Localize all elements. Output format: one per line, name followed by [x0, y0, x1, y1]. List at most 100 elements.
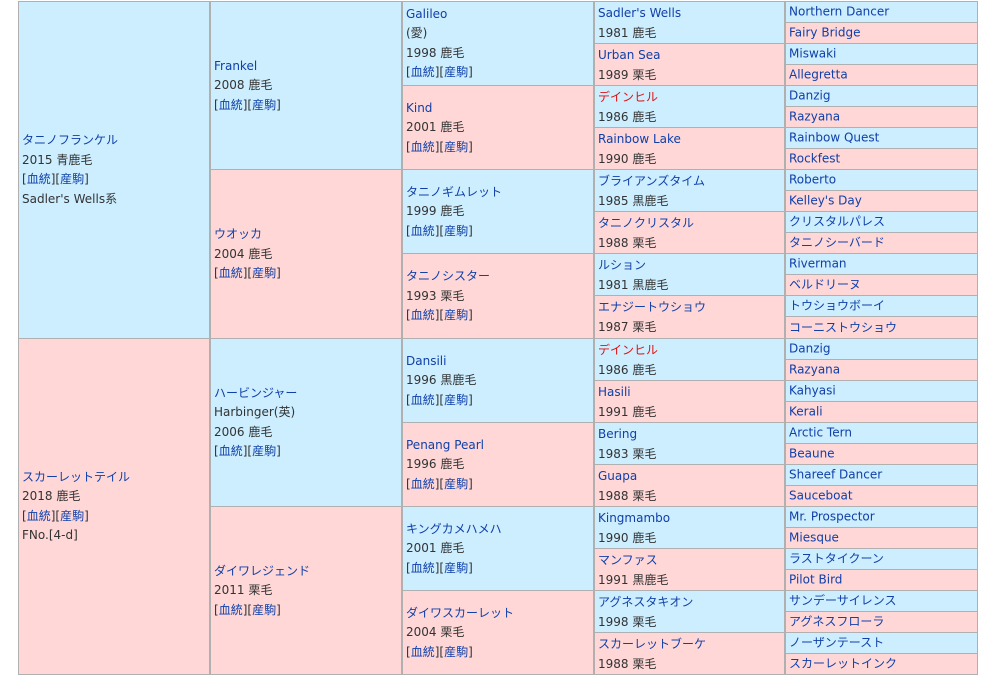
horse-name-link[interactable]: ブライアンズタイム	[598, 173, 706, 188]
horse-name-link[interactable]: Riverman	[789, 256, 847, 271]
horse-name-link[interactable]: マンファス	[598, 552, 658, 567]
horse-name-link[interactable]: エナジートウショウ	[598, 300, 707, 314]
foal-link[interactable]: 産駒	[444, 392, 469, 407]
bloodline-link[interactable]: 血統	[26, 172, 51, 186]
foal-link[interactable]: 産駒	[60, 508, 85, 523]
horse-name-link[interactable]: デインヒル	[598, 89, 659, 104]
pedigree-cell: ラストタイクーン	[785, 548, 978, 570]
foal-link[interactable]: 産駒	[444, 644, 469, 659]
horse-name-link[interactable]: タニノシスター	[406, 268, 491, 283]
horse-name-link[interactable]: Kingmambo	[598, 510, 671, 525]
horse-name-link[interactable]: サンデーサイレンス	[789, 593, 897, 608]
foal-link[interactable]: 産駒	[444, 307, 469, 322]
horse-name-link[interactable]: デインヒル	[598, 342, 659, 357]
horse-name-link[interactable]: Danzig	[789, 88, 831, 103]
bloodline-link[interactable]: 血統	[218, 265, 243, 280]
horse-name-link[interactable]: アグネスフローラ	[789, 614, 885, 629]
bloodline-link[interactable]: 血統	[218, 97, 243, 112]
horse-name-link[interactable]: Razyana	[789, 109, 841, 124]
horse-name-link[interactable]: タニノフランケル	[22, 133, 119, 147]
horse-name-link[interactable]: Pilot Bird	[789, 572, 843, 587]
bloodline-link[interactable]: 血統	[410, 307, 435, 322]
bloodline-link[interactable]: 血統	[410, 139, 435, 154]
foal-link[interactable]: 産駒	[444, 223, 469, 238]
horse-name-link[interactable]: Kerali	[789, 404, 823, 419]
horse-name-link[interactable]: Bering	[598, 426, 638, 441]
foal-link[interactable]: 産駒	[252, 265, 277, 280]
bloodline-link[interactable]: 血統	[410, 65, 435, 79]
horse-name-link[interactable]: ラストタイクーン	[789, 551, 884, 566]
horse-name-link[interactable]: スカーレットテイル	[22, 469, 131, 484]
horse-name-link[interactable]: Arctic Tern	[789, 425, 852, 440]
horse-name-link[interactable]: Kahyasi	[789, 383, 836, 398]
horse-name-link[interactable]: Guapa	[598, 468, 638, 483]
horse-info: 1981 黒鹿毛	[598, 277, 669, 292]
horse-name-link[interactable]: ウオッカ	[214, 226, 263, 241]
foal-link[interactable]: 産駒	[444, 560, 469, 575]
horse-name-link[interactable]: Miesque	[789, 530, 839, 545]
foal-link[interactable]: 産駒	[60, 172, 85, 186]
horse-name-link[interactable]: Miswaki	[789, 46, 837, 61]
horse-name-link[interactable]: Dansili	[406, 353, 447, 368]
horse-entry: スカーレットブーケ 1988 栗毛	[598, 634, 782, 674]
bracket-close: ]	[84, 508, 89, 523]
bloodline-link[interactable]: 血統	[410, 560, 435, 575]
foal-link[interactable]: 産駒	[444, 139, 469, 154]
horse-name-link[interactable]: アグネスタキオン	[598, 594, 694, 609]
bloodline-link[interactable]: 血統	[218, 444, 243, 458]
horse-name-link[interactable]: Shareef Dancer	[789, 467, 883, 482]
foal-link[interactable]: 産駒	[252, 602, 277, 617]
bloodline-link[interactable]: 血統	[26, 508, 51, 523]
horse-name-link[interactable]: Sauceboat	[789, 488, 853, 503]
horse-name-link[interactable]: タニノクリスタル	[598, 215, 695, 230]
horse-name-link[interactable]: Allegretta	[789, 67, 848, 82]
horse-name-link[interactable]: ハービンジャー	[214, 385, 298, 400]
horse-name-link[interactable]: タニノシーバード	[789, 235, 885, 250]
bloodline-link[interactable]: 血統	[410, 392, 435, 407]
horse-name-link[interactable]: トウショウボーイ	[789, 298, 886, 313]
pedigree-links: [血統][産駒]	[214, 264, 399, 284]
foal-link[interactable]: 産駒	[444, 476, 469, 491]
horse-name-link[interactable]: タニノギムレット	[406, 184, 503, 199]
foal-link[interactable]: 産駒	[444, 65, 469, 79]
foal-link[interactable]: 産駒	[252, 97, 277, 112]
bloodline-link[interactable]: 血統	[410, 476, 435, 491]
bracket-close: ]	[276, 97, 281, 112]
horse-name-link[interactable]: Rainbow Quest	[789, 130, 880, 145]
horse-name-link[interactable]: Urban Sea	[598, 47, 661, 62]
horse-name-link[interactable]: Roberto	[789, 172, 837, 187]
pedigree-cell: スカーレットブーケ 1988 栗毛	[594, 632, 785, 675]
horse-name-link[interactable]: Danzig	[789, 341, 831, 356]
horse-name-link[interactable]: Hasili	[598, 384, 631, 399]
horse-name-link[interactable]: Beaune	[789, 446, 835, 461]
horse-name-link[interactable]: ダイワスカーレット	[406, 605, 515, 620]
horse-name-link[interactable]: Razyana	[789, 362, 841, 377]
horse-name-link[interactable]: Kelley's Day	[789, 193, 862, 208]
horse-name-link[interactable]: Galileo	[406, 6, 448, 21]
horse-name-link[interactable]: ルション	[598, 257, 647, 272]
horse-name-link[interactable]: クリスタルパレス	[789, 214, 886, 229]
horse-name-link[interactable]: Penang Pearl	[406, 437, 484, 452]
horse-name-link[interactable]: Mr. Prospector	[789, 509, 875, 524]
foal-link[interactable]: 産駒	[252, 444, 277, 458]
pedigree-cell: Razyana	[785, 359, 978, 381]
bloodline-link[interactable]: 血統	[410, 644, 435, 659]
horse-name-link[interactable]: Sadler's Wells	[598, 5, 682, 20]
bloodline-link[interactable]: 血統	[218, 602, 243, 617]
bloodline-link[interactable]: 血統	[410, 223, 435, 238]
horse-name-link[interactable]: Frankel	[214, 58, 258, 73]
horse-name-link[interactable]: Fairy Bridge	[789, 25, 861, 40]
horse-name-link[interactable]: ノーザンテースト	[789, 635, 885, 650]
horse-name-link[interactable]: ベルドリーヌ	[789, 277, 862, 292]
horse-name-link[interactable]: スカーレットブーケ	[598, 636, 707, 651]
horse-name-link[interactable]: スカーレットインク	[789, 656, 898, 671]
horse-name-link[interactable]: コーニストウショウ	[789, 320, 898, 334]
horse-entry: スカーレットテイル 2018 鹿毛 [血統][産駒] FNo.[4-d]	[22, 468, 207, 546]
horse-entry: タニノクリスタル 1988 栗毛	[598, 213, 782, 253]
horse-name-link[interactable]: ダイワレジェンド	[214, 563, 311, 578]
horse-name-link[interactable]: キングカメハメハ	[406, 521, 502, 536]
horse-name-link[interactable]: Rockfest	[789, 151, 841, 166]
horse-name-link[interactable]: Kind	[406, 100, 433, 115]
horse-name-link[interactable]: Rainbow Lake	[598, 131, 681, 146]
horse-name-link[interactable]: Northern Dancer	[789, 4, 890, 19]
